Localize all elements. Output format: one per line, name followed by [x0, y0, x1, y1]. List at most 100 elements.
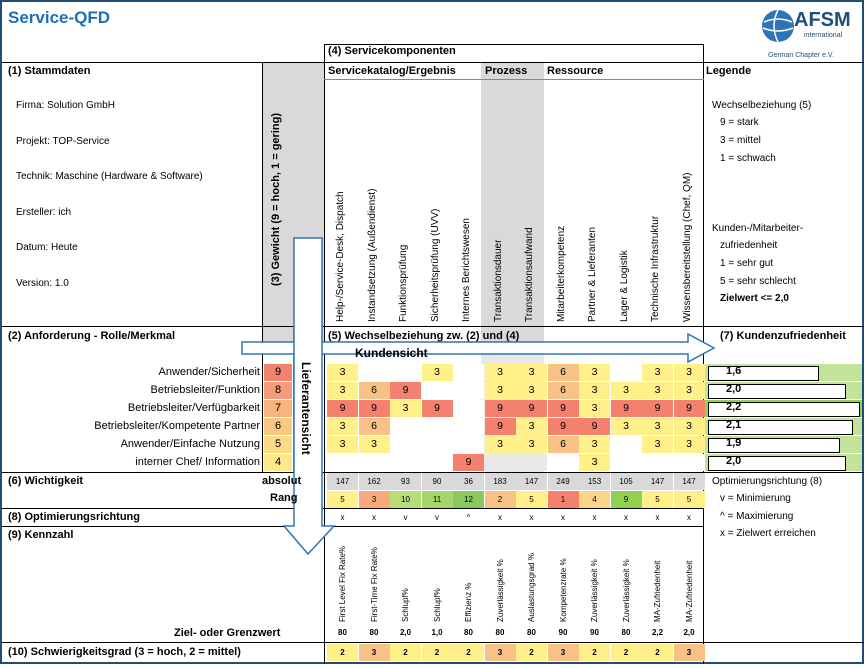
section-anforderung: (2) Anforderung - Rolle/Merkmal	[8, 330, 176, 342]
legend-opt-3: x = Zielwert erreichen	[720, 528, 816, 539]
kennzahl-label: Effizienz %	[464, 582, 473, 622]
satisfaction-bar	[708, 366, 820, 381]
relation-cell: 9	[421, 400, 453, 417]
component-header: Technische Infrastruktur	[650, 215, 661, 322]
satisfaction-value: 2,0	[726, 383, 742, 395]
optimierung-cell: ^	[466, 513, 471, 522]
kennzahl-label: First-Time Fix Rate%	[369, 547, 379, 622]
kennzahl-label: Zuverlässigkeit %	[590, 559, 599, 622]
wichtigkeit-rang: 5	[516, 491, 547, 508]
satisfaction-bar	[708, 456, 847, 471]
requirement-label: interner Chef/ Information	[135, 456, 260, 468]
relation-cell: 3	[390, 400, 421, 417]
requirement-weight: 5	[264, 436, 292, 453]
kennzahl-label: First Level Fix Rate%	[338, 545, 347, 622]
legend-zielwert: Zielwert <= 2,0	[720, 293, 789, 304]
wichtigkeit-rang: 2	[484, 491, 516, 508]
requirement-weight: 9	[264, 364, 292, 381]
section-wechselbeziehung: (5) Wechselbeziehung zw. (2) und (4)	[328, 330, 520, 342]
legend-kz-title2: zufriedenheit	[720, 240, 778, 251]
relation-cell	[390, 364, 421, 381]
relation-cell: 6	[358, 382, 390, 399]
relation-cell	[610, 364, 642, 381]
legend-kz-2: 5 = sehr schlecht	[720, 276, 796, 287]
wichtigkeit-absolut: 147	[516, 473, 547, 490]
schwierigkeit-cell: 3	[484, 644, 516, 661]
relation-cell: 9	[547, 418, 579, 435]
wichtigkeit-absolut: 153	[579, 473, 610, 490]
wichtigkeit-absolut: 105	[610, 473, 642, 490]
legend-opt-1: v = Minimierung	[720, 493, 791, 504]
zielwert-cell: 90	[558, 628, 568, 637]
kennzahl-label: Zuverlässigkeit %	[495, 559, 505, 622]
optimierung-cell: x	[687, 513, 691, 522]
stammdaten-line: Projekt: TOP-Service	[16, 135, 110, 147]
wichtigkeit-absolut: 147	[327, 473, 358, 490]
section-stammdaten: (1) Stammdaten	[8, 65, 91, 77]
component-header: Internes Berichtswesen	[461, 218, 472, 322]
component-header: Mitarbeiterkompetenz	[555, 225, 567, 322]
wichtigkeit-absolut: 147	[673, 473, 705, 490]
gewicht-header: (3) Gewicht (9 = hoch, 1 = gering)	[270, 113, 282, 287]
legend-wb-3: 1 = schwach	[720, 153, 776, 164]
component-header: Funktionsprüfung	[398, 244, 409, 322]
wichtigkeit-rang: 9	[610, 491, 642, 508]
relation-cell: 3	[327, 436, 358, 453]
relation-cell: 3	[642, 418, 673, 435]
stammdaten-line: Version: 1.0	[16, 277, 69, 289]
relation-cell: 9	[484, 418, 516, 435]
relation-cell: 3	[579, 436, 610, 453]
satisfaction-bar	[708, 420, 854, 435]
satisfaction-value: 2,0	[726, 455, 742, 467]
page-title: Service-QFD	[8, 8, 111, 27]
kennzahl-label: MA-Zufriedenheit	[684, 560, 694, 622]
prozess-column-bg	[481, 62, 544, 342]
relation-cell: 3	[358, 436, 390, 453]
relation-cell	[358, 454, 390, 471]
satisfaction-value: 2,1	[726, 419, 742, 431]
relation-cell	[453, 436, 484, 453]
optimierung-cell: x	[592, 513, 597, 522]
optimierung-cell: x	[498, 513, 502, 522]
optimierung-cell: x	[624, 513, 628, 522]
relation-cell: 3	[516, 418, 547, 435]
ziel-label: Ziel- oder Grenzwert	[174, 627, 281, 639]
relation-cell	[390, 436, 421, 453]
satisfaction-bar	[708, 438, 840, 453]
relation-cell: 3	[673, 418, 705, 435]
relation-cell	[453, 418, 484, 435]
wichtigkeit-rang: 3	[358, 491, 390, 508]
optimierung-cell: x	[561, 513, 565, 522]
zielwert-cell: 1,0	[431, 628, 443, 637]
schwierigkeit-cell: 2	[642, 644, 673, 661]
relation-cell: 3	[642, 364, 673, 381]
relation-cell: 3	[421, 364, 453, 381]
requirement-label: Betriebsleiter/Verfügbarkeit	[127, 402, 260, 414]
zielwert-cell: 80	[527, 628, 536, 637]
legend-wb-title: Wechselbeziehung (5)	[712, 100, 812, 111]
wichtigkeit-rang: 11	[421, 491, 453, 508]
stammdaten-line: Firma: Solution GmbH	[16, 100, 115, 111]
relation-cell	[610, 454, 642, 471]
relation-cell: 9	[327, 400, 358, 417]
requirement-label: Betriebsleiter/Kompetente Partner	[94, 420, 260, 432]
requirement-weight: 7	[264, 400, 292, 417]
wichtigkeit-absolut: 183	[484, 473, 516, 490]
schwierigkeit-cell: 3	[358, 644, 390, 661]
component-header: Wissensbereitstellung (Chef, QM)	[681, 172, 693, 323]
relation-cell	[453, 364, 484, 381]
relation-cell: 3	[579, 400, 610, 417]
optimierung-cell: x	[340, 513, 345, 522]
zielwert-cell: 80	[338, 628, 347, 637]
wichtigkeit-absolut: 162	[358, 473, 390, 490]
kennzahl-label: Schlupf%	[401, 588, 410, 622]
schwierigkeit-cell: 2	[453, 644, 484, 661]
satisfaction-value: 2,2	[726, 401, 742, 413]
absolut-label: absolut	[262, 475, 302, 487]
globe-icon	[762, 9, 794, 43]
kennzahl-label: Kompetenzrate %	[558, 558, 568, 622]
relation-cell	[390, 418, 421, 435]
requirement-label: Anwender/Sicherheit	[158, 366, 260, 378]
schwierigkeit-cell: 2	[421, 644, 453, 661]
kennzahl-label: Zuverlässigkeit %	[621, 559, 631, 622]
